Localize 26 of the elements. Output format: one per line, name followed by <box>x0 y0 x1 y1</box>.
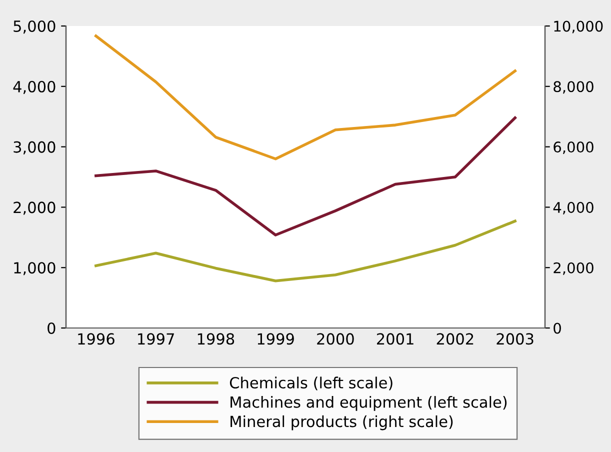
line-series <box>94 220 516 282</box>
y2-tick-label: 4,000 <box>553 202 594 214</box>
x-tick-label: 2000 <box>317 333 354 345</box>
y2-tick-label: 2,000 <box>554 262 594 275</box>
y-tick-label: 4,000 <box>13 80 56 94</box>
y2-tick-label: 8,000 <box>554 81 594 94</box>
x-tick-label: 2002 <box>436 333 474 345</box>
x-tick-label: 1997 <box>138 333 174 345</box>
x-tick-label: 2003 <box>496 333 534 345</box>
y2-tick-label: 6,000 <box>554 142 594 154</box>
legend-label: Machines and equipment (left scale) <box>230 396 507 411</box>
y-tick-label: 1,000 <box>14 262 56 276</box>
legend-label: Chemicals (left scale) <box>230 376 392 390</box>
y-tick-label: 0 <box>48 322 56 334</box>
x-tick-label: 1998 <box>198 333 234 345</box>
x-tick-label: 1996 <box>78 333 114 345</box>
line-series <box>94 116 516 236</box>
y-tick-label: 2,000 <box>14 202 56 215</box>
x-tick-label: 2001 <box>376 333 414 345</box>
y-tick-label: 5,000 <box>14 20 56 34</box>
y2-tick-label: 10,000 <box>554 20 603 34</box>
line-series <box>94 34 516 160</box>
x-tick-label: 1999 <box>258 333 294 345</box>
y-tick-label: 3,000 <box>14 141 56 154</box>
y2-tick-label: 0 <box>554 322 561 334</box>
legend-label: Mineral products (right scale) <box>230 415 453 430</box>
